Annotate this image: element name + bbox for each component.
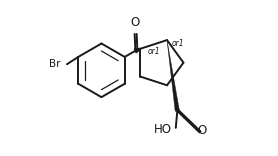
- Polygon shape: [167, 40, 179, 111]
- Text: or1: or1: [147, 47, 160, 56]
- Text: or1: or1: [172, 39, 184, 48]
- Text: O: O: [198, 124, 207, 137]
- Text: O: O: [131, 16, 140, 29]
- Text: Br: Br: [49, 59, 61, 69]
- Text: HO: HO: [154, 123, 172, 136]
